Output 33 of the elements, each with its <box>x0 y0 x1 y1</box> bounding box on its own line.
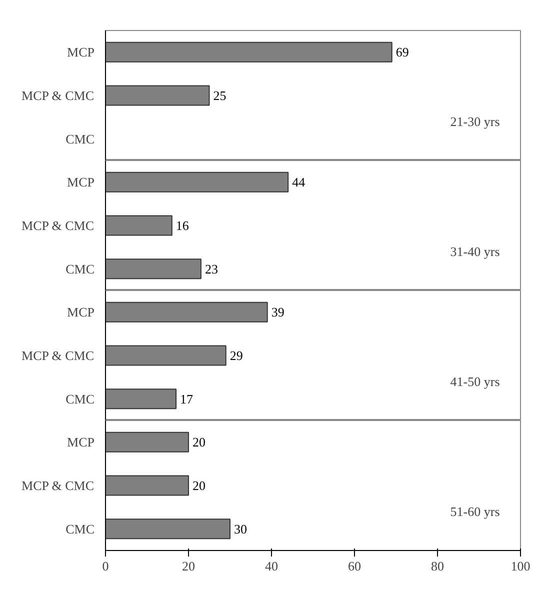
y-tick-label: MCP <box>67 304 95 320</box>
y-tick-label: CMC <box>66 131 95 146</box>
x-tick-label: 100 <box>510 558 530 574</box>
x-tick-label: 60 <box>348 558 361 574</box>
data-label: 20 <box>192 434 206 450</box>
x-tick-label: 80 <box>431 558 444 574</box>
data-label: 44 <box>292 174 306 190</box>
annotation: 51-60 yrs <box>450 504 500 519</box>
data-label: 29 <box>230 348 243 363</box>
data-label: 69 <box>396 44 409 60</box>
y-tick-label: MCP & CMC <box>22 348 94 363</box>
y-tick-label: MCP & CMC <box>22 478 94 493</box>
annotation: 31-40 yrs <box>450 244 500 259</box>
y-tick-label: MCP & CMC <box>22 88 94 103</box>
data-label: 39 <box>271 304 284 320</box>
x-tick-label: 0 <box>102 558 109 574</box>
y-tick-label: CMC <box>66 391 95 406</box>
x-tick-label: 40 <box>265 558 278 574</box>
data-label: 17 <box>180 391 194 406</box>
data-label: 20 <box>192 478 206 493</box>
data-label: 23 <box>204 261 218 276</box>
data-label: 30 <box>234 521 247 536</box>
data-label: 16 <box>176 218 190 233</box>
y-tick-label: MCP <box>67 434 95 450</box>
data-label: 25 <box>213 88 226 103</box>
y-tick-label: MCP <box>67 44 95 60</box>
annotation: 41-50 yrs <box>450 374 500 389</box>
y-tick-label: MCP <box>67 174 95 190</box>
y-tick-label: CMC <box>66 521 95 536</box>
annotation: 21-30 yrs <box>450 114 500 129</box>
y-tick-label: CMC <box>66 261 95 276</box>
y-tick-label: MCP & CMC <box>22 218 94 233</box>
x-tick-label: 20 <box>182 558 195 574</box>
